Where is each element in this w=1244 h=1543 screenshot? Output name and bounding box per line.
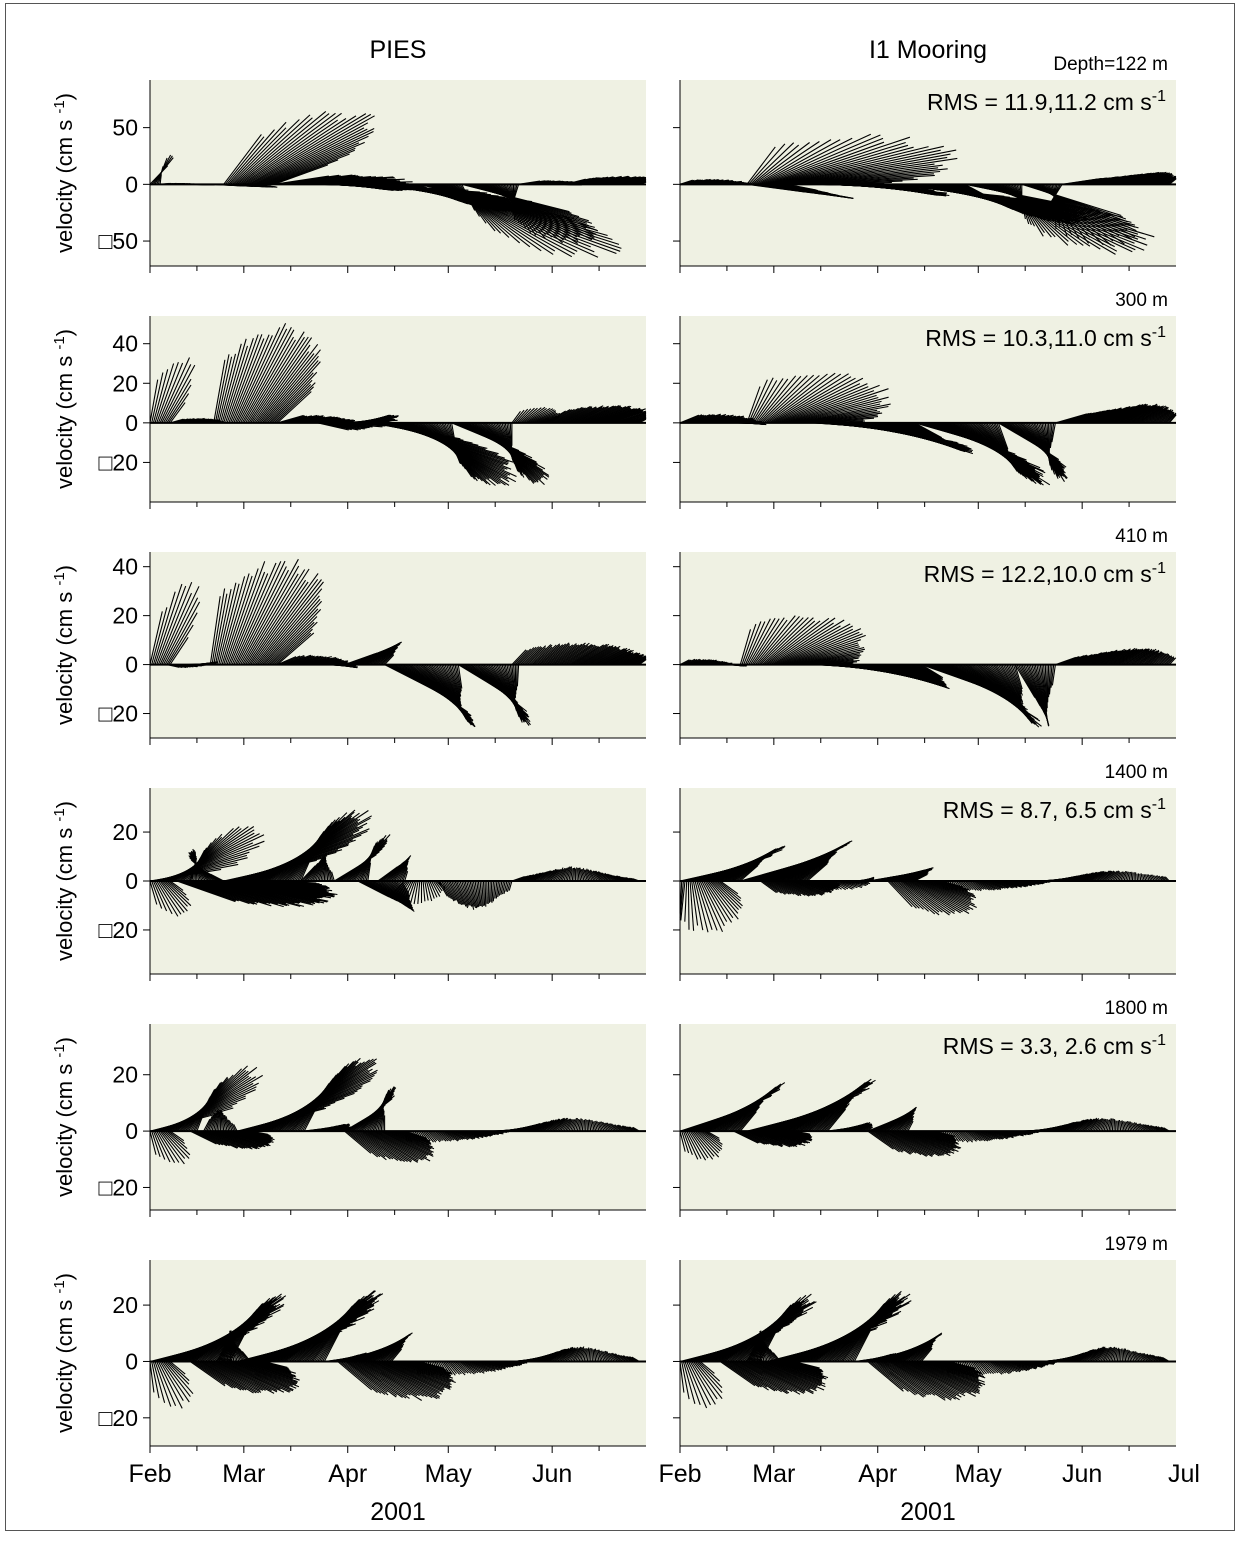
figure-frame: [5, 3, 1235, 1531]
